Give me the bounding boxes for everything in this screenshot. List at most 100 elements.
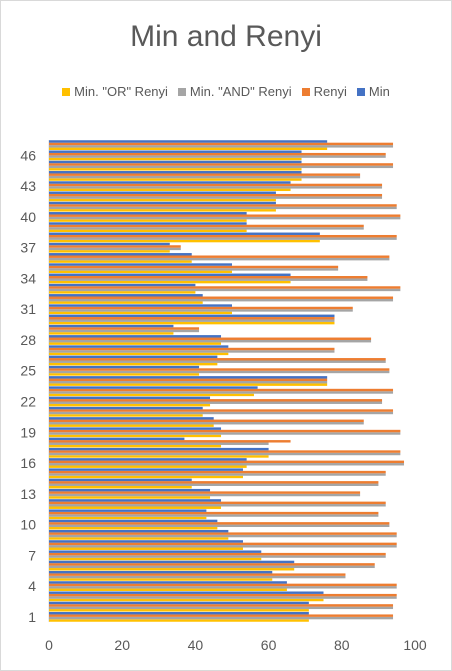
bar-min-and-renyi-3 — [49, 596, 397, 599]
bar-min-or-renyi-11 — [49, 516, 207, 520]
bar-min-28 — [49, 335, 222, 338]
bar-min-and-renyi-19 — [49, 432, 401, 435]
bar-min-and-renyi-27 — [49, 350, 335, 353]
bar-min-or-renyi-26 — [49, 362, 218, 366]
y-tick-label-25: 25 — [20, 363, 36, 379]
legend-label-min-and-renyi: Min. "AND" Renyi — [189, 84, 292, 99]
bar-renyi-26 — [49, 358, 386, 361]
bar-renyi-44 — [49, 173, 361, 176]
bar-min-5 — [49, 570, 273, 574]
bar-min-10 — [49, 519, 218, 523]
bar-min-and-renyi-33 — [49, 288, 401, 292]
bar-min-9 — [49, 529, 229, 533]
bar-min-and-renyi-1 — [49, 616, 394, 620]
bar-min-1 — [49, 611, 309, 615]
bar-min-13 — [49, 488, 211, 492]
x-tick-label-60: 60 — [261, 637, 277, 653]
bar-renyi-39 — [49, 224, 364, 228]
bar-min-and-renyi-5 — [49, 575, 346, 579]
y-tick-label-13: 13 — [20, 486, 36, 502]
legend-label-min: Min — [368, 84, 390, 99]
bar-min-and-renyi-21 — [49, 411, 394, 415]
bar-min-and-renyi-37 — [49, 247, 181, 251]
bar-min-12 — [49, 499, 222, 502]
bar-min-or-renyi-31 — [49, 311, 232, 315]
bar-min-and-renyi-29 — [49, 329, 200, 333]
bar-min-and-renyi-46 — [49, 155, 386, 158]
legend-label-min-or-renyi: Min. "OR" Renyi — [74, 84, 168, 99]
bar-min-and-renyi-24 — [49, 381, 328, 384]
bar-min-and-renyi-2 — [49, 606, 394, 610]
bar-renyi-34 — [49, 276, 368, 279]
bar-min-and-renyi-45 — [49, 165, 394, 169]
bar-min-or-renyi-34 — [49, 280, 291, 284]
y-tick-label-16: 16 — [20, 455, 36, 471]
bar-renyi-7 — [49, 552, 386, 556]
bar-min-or-renyi-18 — [49, 444, 222, 448]
bar-min-or-renyi-30 — [49, 321, 335, 325]
bar-min-or-renyi-19 — [49, 434, 222, 438]
bar-min-42 — [49, 191, 276, 194]
bar-renyi-36 — [49, 255, 390, 258]
legend-swatch-renyi — [301, 87, 310, 96]
bar-min-34 — [49, 273, 291, 276]
bar-min-or-renyi-3 — [49, 598, 324, 602]
bar-min-or-renyi-40 — [49, 219, 247, 222]
bar-renyi-2 — [49, 604, 394, 607]
bar-min-or-renyi-22 — [49, 403, 211, 407]
bar-min-or-renyi-6 — [49, 568, 295, 571]
bar-min-7 — [49, 550, 262, 553]
bar-min-and-renyi-41 — [49, 206, 397, 210]
bar-min-and-renyi-18 — [49, 442, 269, 445]
y-tick-label-31: 31 — [20, 301, 36, 317]
y-tick-label-37: 37 — [20, 240, 36, 256]
bar-min-or-renyi-47 — [49, 147, 328, 151]
bar-min-or-renyi-7 — [49, 557, 262, 561]
x-tick-label-80: 80 — [334, 637, 350, 653]
bar-min-20 — [49, 417, 214, 420]
bar-min-39 — [49, 222, 247, 225]
bar-renyi-6 — [49, 563, 375, 566]
bar-renyi-25 — [49, 368, 390, 371]
bar-renyi-29 — [49, 327, 200, 330]
bar-renyi-32 — [49, 296, 394, 299]
bar-min-44 — [49, 171, 302, 174]
bar-min-22 — [49, 396, 211, 400]
bar-min-or-renyi-33 — [49, 291, 196, 294]
bar-min-31 — [49, 304, 232, 307]
y-tick-label-7: 7 — [28, 547, 36, 563]
bar-min-3 — [49, 591, 324, 594]
legend-swatch-min-and-renyi — [177, 87, 186, 96]
bar-min-19 — [49, 427, 222, 430]
bar-min-and-renyi-10 — [49, 524, 390, 528]
bar-renyi-21 — [49, 409, 394, 412]
bar-min-and-renyi-36 — [49, 257, 390, 261]
bar-min-or-renyi-10 — [49, 527, 218, 530]
bar-min-or-renyi-43 — [49, 188, 291, 192]
bar-min-47 — [49, 140, 328, 143]
bar-renyi-18 — [49, 440, 291, 443]
bar-min-or-renyi-1 — [49, 619, 309, 622]
bar-min-and-renyi-32 — [49, 298, 394, 302]
bar-min-or-renyi-13 — [49, 496, 211, 499]
bar-min-and-renyi-6 — [49, 565, 375, 569]
bar-min-and-renyi-40 — [49, 216, 401, 220]
bar-min-and-renyi-42 — [49, 196, 383, 199]
bar-min-or-renyi-44 — [49, 178, 302, 181]
bar-min-or-renyi-14 — [49, 485, 192, 489]
legend-item-min-and-renyi: Min. "AND" Renyi — [177, 84, 292, 99]
bar-min-36 — [49, 253, 192, 256]
bar-min-or-renyi-27 — [49, 352, 229, 356]
bar-min-and-renyi-25 — [49, 370, 390, 374]
bar-renyi-13 — [49, 491, 361, 494]
bar-renyi-24 — [49, 378, 328, 381]
bar-renyi-5 — [49, 573, 346, 576]
bar-min-or-renyi-20 — [49, 424, 214, 427]
bar-renyi-35 — [49, 265, 339, 269]
bar-min-18 — [49, 437, 185, 441]
bar-min-or-renyi-4 — [49, 588, 287, 591]
bar-min-and-renyi-8 — [49, 545, 397, 548]
bar-min-17 — [49, 447, 269, 451]
bar-min-21 — [49, 406, 203, 410]
